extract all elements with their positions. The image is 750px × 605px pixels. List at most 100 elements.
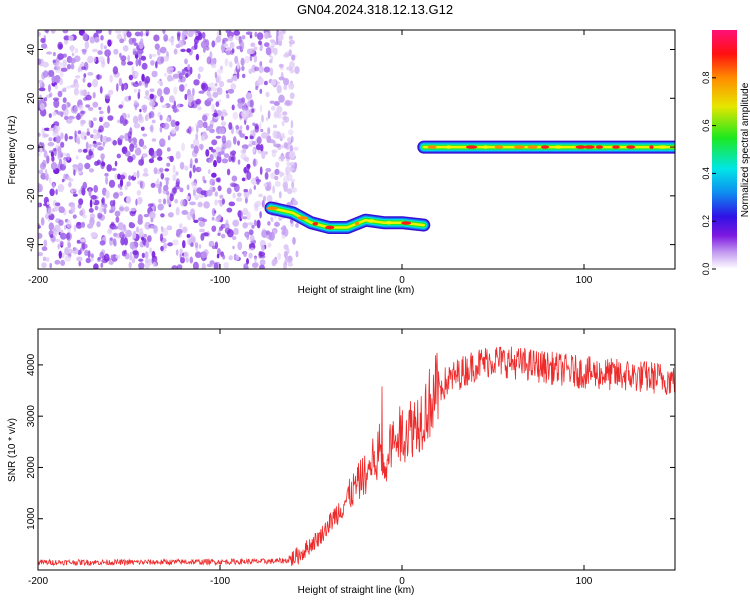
noise-dot [133, 171, 137, 178]
noise-dot [194, 242, 199, 249]
lower-track-peak [385, 221, 393, 225]
noise-dot [251, 224, 255, 229]
noise-dot [147, 235, 152, 243]
noise-dot [61, 178, 65, 183]
noise-dot [278, 33, 284, 42]
noise-dot [139, 181, 143, 189]
y-tick-label: 0 [26, 144, 37, 150]
noise-dot [109, 74, 113, 83]
noise-dot [288, 82, 295, 90]
noise-dot [56, 61, 63, 70]
noise-dot [214, 218, 220, 222]
noise-dot [181, 210, 189, 215]
noise-dot [279, 135, 286, 139]
noise-dot [244, 55, 250, 64]
noise-dot [283, 250, 288, 259]
noise-dot [241, 109, 248, 119]
noise-dot [200, 135, 205, 142]
noise-dot [128, 261, 132, 269]
noise-dot [87, 55, 94, 64]
noise-dot [70, 189, 74, 195]
noise-dot [160, 245, 164, 252]
noise-dot [46, 155, 50, 164]
noise-dot [235, 34, 240, 41]
noise-dot [289, 42, 293, 48]
noise-dot [116, 33, 123, 40]
noise-dot [124, 150, 131, 157]
noise-dot [53, 99, 60, 108]
noise-dot [97, 50, 103, 55]
upper-track-peak [514, 145, 525, 149]
noise-dot [223, 153, 230, 159]
noise-dot [57, 53, 64, 60]
noise-dot [254, 200, 262, 207]
noise-dot [149, 111, 155, 119]
noise-dot [107, 115, 114, 121]
noise-dot [187, 93, 194, 103]
noise-dot [87, 72, 94, 76]
noise-dot [85, 154, 92, 160]
noise-dot [256, 32, 264, 40]
noise-dot [243, 251, 247, 257]
noise-dot [68, 181, 72, 188]
noise-dot [58, 219, 64, 226]
noise-dot [226, 93, 230, 99]
noise-dot [82, 32, 88, 41]
noise-dot [63, 224, 67, 230]
noise-dot [44, 97, 48, 102]
noise-dot [174, 198, 179, 204]
noise-dot [62, 59, 67, 68]
noise-dot [186, 195, 190, 200]
noise-dot [265, 117, 269, 121]
noise-dot [232, 245, 235, 250]
noise-dot [82, 181, 88, 190]
noise-dot [237, 100, 244, 109]
noise-dot [101, 198, 104, 204]
y-tick-label: 3000 [26, 405, 37, 428]
noise-dot [105, 176, 109, 185]
x-tick-label: -200 [28, 275, 48, 286]
noise-dot [278, 94, 285, 103]
noise-dot [149, 225, 157, 229]
noise-dot [48, 84, 51, 93]
noise-dot [54, 202, 61, 206]
noise-dot [189, 170, 192, 179]
noise-dot [261, 114, 264, 123]
noise-dot [141, 153, 148, 158]
noise-dot [143, 167, 148, 174]
noise-dot [286, 162, 292, 166]
noise-dot [283, 53, 290, 58]
noise-dot [134, 31, 141, 37]
noise-dot [73, 224, 77, 232]
noise-dot [273, 110, 280, 118]
snr-panel: -200 -100 0 100 1000 2000 3000 4000 Height of … [7, 328, 676, 596]
noise-dot [264, 151, 268, 155]
noise-dot [132, 82, 140, 88]
noise-dot [104, 49, 111, 57]
noise-dot [212, 91, 219, 98]
noise-dot [217, 99, 222, 103]
noise-dot [246, 171, 252, 181]
noise-dot [200, 40, 207, 49]
noise-dot [167, 135, 171, 141]
noise-dot [249, 234, 255, 242]
noise-dot [155, 184, 160, 188]
noise-dot [73, 87, 79, 96]
noise-dot [103, 253, 110, 262]
noise-dot [93, 56, 97, 63]
noise-dot [225, 139, 232, 149]
noise-dot [259, 264, 265, 269]
noise-dot [288, 129, 294, 136]
noise-dot [201, 32, 206, 39]
colorbar-tick-label: 0.0 [701, 263, 711, 276]
noise-dot [163, 34, 169, 42]
noise-dot [45, 30, 49, 34]
noise-dot [105, 137, 112, 142]
noise-dot [60, 141, 65, 148]
noise-dot [230, 50, 234, 55]
noise-dot [116, 83, 119, 92]
noise-dot [122, 30, 128, 36]
noise-dot [167, 212, 174, 218]
noise-dot [97, 56, 105, 63]
noise-dot [215, 135, 222, 139]
